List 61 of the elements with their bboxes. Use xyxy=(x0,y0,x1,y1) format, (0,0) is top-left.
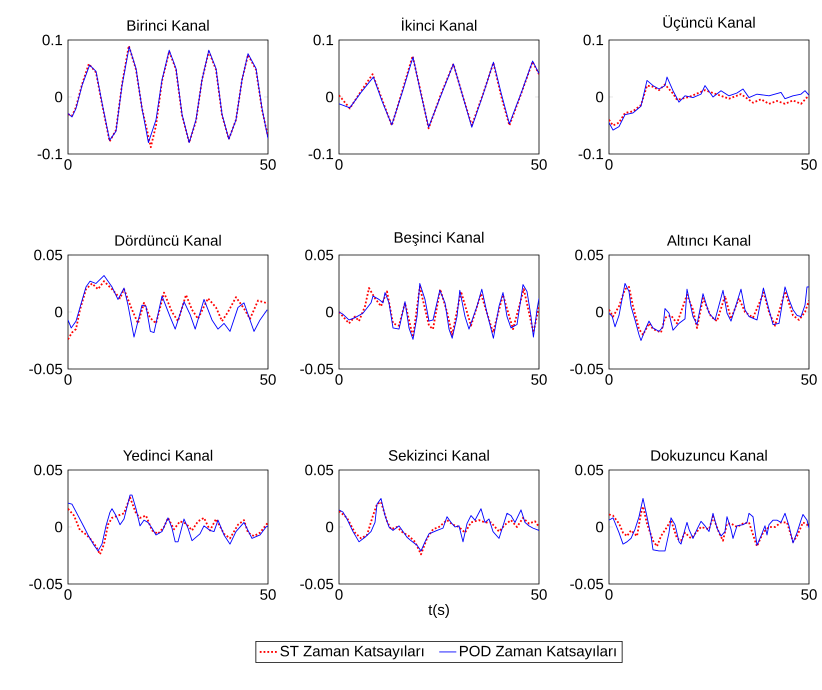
x-tick-label: 0 xyxy=(335,159,343,170)
y-tick-label: 0 xyxy=(55,92,62,102)
x-tick-label: 50 xyxy=(260,374,276,385)
chart-title: Yedinci Kanal xyxy=(123,450,212,461)
y-tick-label: 0.05 xyxy=(575,250,604,260)
x-tick-label: 50 xyxy=(531,589,547,600)
y-tick-label: 0 xyxy=(55,522,62,532)
y-tick-label: -0.05 xyxy=(300,578,334,590)
y-tick-label: -0.1 xyxy=(38,148,62,160)
y-tick-label: -0.1 xyxy=(308,148,334,160)
y-tick-label: 0.05 xyxy=(575,464,604,476)
y-tick-label: -0.05 xyxy=(570,578,604,590)
y-tick-label: 0.1 xyxy=(314,34,334,46)
chart-title: Dokuzuncu Kanal xyxy=(651,450,767,461)
y-tick-label: -0.05 xyxy=(29,364,62,374)
x-tick-label: 50 xyxy=(801,374,817,385)
chart-title: Altıncı Kanal xyxy=(666,234,750,246)
y-tick-label: 0 xyxy=(55,306,62,318)
x-tick-label: 50 xyxy=(531,374,547,385)
y-tick-label: 0 xyxy=(326,92,334,102)
x-tick-label: 50 xyxy=(531,159,547,170)
y-tick-label: 0.1 xyxy=(584,34,604,46)
x-tick-label: 0 xyxy=(64,374,72,385)
line-series xyxy=(609,84,809,126)
x-tick-label: 0 xyxy=(605,589,613,600)
y-tick-label: 0 xyxy=(596,522,604,532)
y-tick-label: 0 xyxy=(596,306,604,318)
chart-title: İkinci Kanal xyxy=(402,18,476,31)
x-tick-label: 0 xyxy=(605,159,613,170)
x-tick-label: 0 xyxy=(64,159,72,170)
chart-title: Beşinci Kanal xyxy=(394,232,484,246)
y-tick-label: 0 xyxy=(326,306,334,318)
x-tick-label: 0 xyxy=(335,589,343,600)
line-series xyxy=(609,76,809,130)
y-tick-label: 0 xyxy=(596,92,604,102)
chart-title: Dördüncü Kanal xyxy=(115,234,221,246)
chart-title: Üçüncü Kanal xyxy=(663,15,755,31)
y-tick-label: 0.05 xyxy=(34,250,62,260)
legend-label: ST Zaman Katsayıları xyxy=(280,645,424,660)
x-tick-label: 50 xyxy=(260,159,276,170)
chart-title: Sekizinci Kanal xyxy=(388,450,489,461)
y-tick-label: -0.05 xyxy=(300,364,334,374)
x-tick-label: 0 xyxy=(64,589,72,600)
y-tick-label: 0.05 xyxy=(34,464,62,476)
chart-title: Birinci Kanal xyxy=(128,20,209,31)
y-tick-label: -0.05 xyxy=(570,364,604,374)
x-tick-label: 50 xyxy=(260,589,276,600)
line-series xyxy=(609,506,809,548)
legend-label: POD Zaman Katsayıları xyxy=(460,645,616,660)
x-tick-label: 0 xyxy=(335,374,343,385)
y-tick-label: 0.05 xyxy=(305,250,334,260)
y-tick-label: 0.1 xyxy=(42,34,62,46)
y-tick-label: 0.05 xyxy=(305,464,334,476)
x-axis-title: t(s) xyxy=(428,604,449,618)
line-series xyxy=(609,498,809,552)
y-tick-label: 0 xyxy=(326,522,334,532)
x-tick-label: 0 xyxy=(605,374,613,385)
x-tick-label: 50 xyxy=(801,159,817,170)
y-tick-label: -0.05 xyxy=(29,578,62,590)
y-tick-label: -0.1 xyxy=(578,148,604,160)
x-tick-label: 50 xyxy=(801,589,817,600)
